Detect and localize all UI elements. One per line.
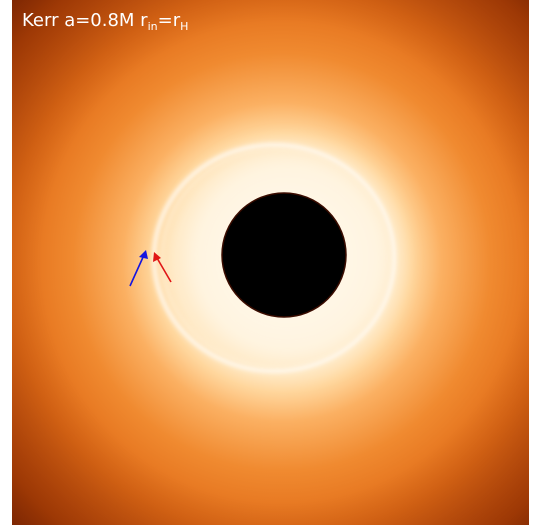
accretion-disk-render <box>12 0 529 525</box>
title-subscript-h: H <box>180 20 189 33</box>
title-subscript-in: in <box>147 20 158 33</box>
title-mid: =r <box>157 10 181 31</box>
secondary-ring <box>160 148 392 368</box>
black-hole-shadow <box>222 193 346 317</box>
shadow-edge <box>221 192 347 318</box>
red-arrow-icon <box>153 252 172 283</box>
black-hole-image: Kerr a=0.8M rin=rH <box>12 0 529 525</box>
blue-arrow-icon <box>129 250 148 287</box>
title-prefix: Kerr a=0.8M r <box>22 10 148 31</box>
image-title: Kerr a=0.8M rin=rH <box>22 10 189 33</box>
